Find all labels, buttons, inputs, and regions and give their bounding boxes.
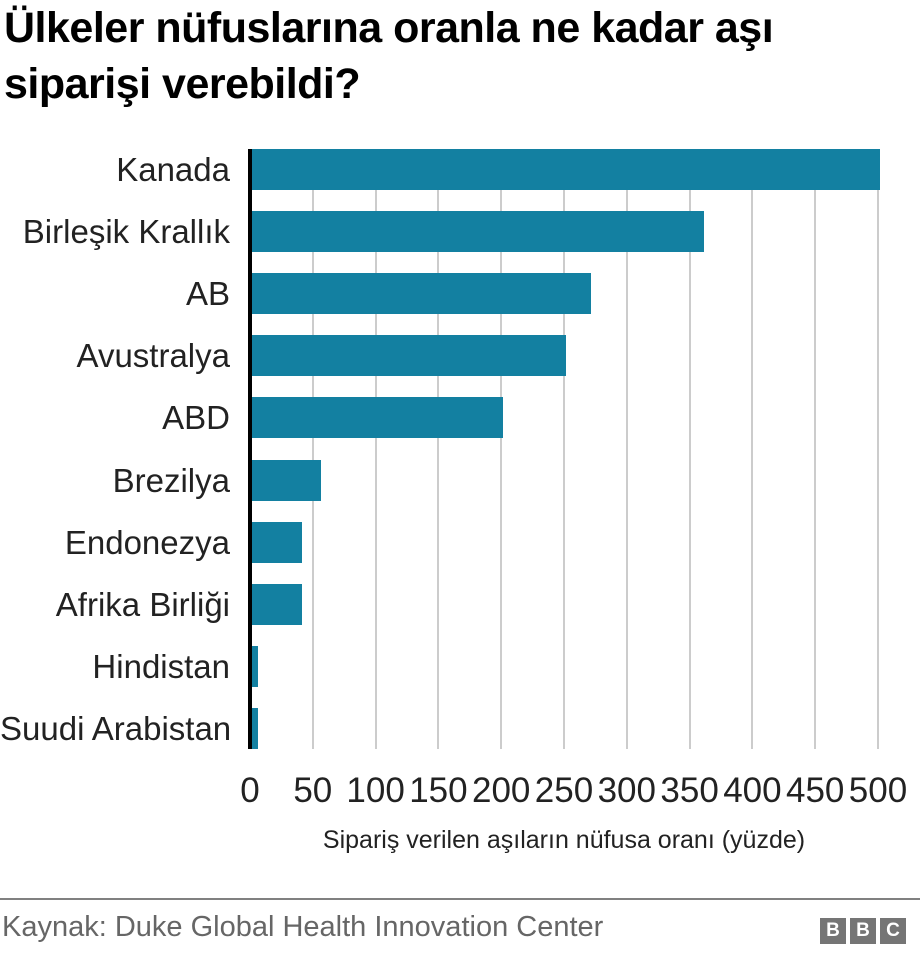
bar [252,645,259,687]
bar-row: Endonezya [0,521,920,563]
bar-track [252,459,920,501]
category-label: AB [185,275,230,313]
gridline [877,149,879,749]
gridline [751,149,754,749]
gridline [500,149,503,749]
bbc-logo-block: B [820,918,846,944]
bar-track [252,397,920,439]
category-label: Endonezya [64,523,230,561]
x-tick-label: 50 [293,771,333,810]
category-label: Brezilya [112,461,230,499]
bar [252,707,259,749]
bbc-logo-block: C [880,918,906,944]
category-label: Suudi Arabistan [0,709,232,747]
category-label: Hindistan [92,647,230,685]
bar [252,211,705,253]
source-attribution: Kaynak: Duke Global Health Innovation Ce… [2,911,604,943]
bar [252,583,303,625]
x-tick-label: 350 [660,771,719,810]
category-label: Birleşik Krallık [22,213,230,251]
bar-track [252,273,920,315]
bar [252,459,322,501]
x-tick-label: 0 [240,771,260,810]
category-label: Kanada [116,151,230,188]
bar [252,273,592,315]
bbc-logo-block: B [850,918,876,944]
x-axis-label: Sipariş verilen aşıların nüfusa oranı (y… [322,826,806,854]
gridline [563,149,565,749]
bar-track [252,583,920,625]
bar-row: Kanada [0,149,920,190]
gridline [625,149,628,749]
x-tick-label: 150 [409,771,468,810]
chart-title: Ülkeler nüfuslarına oranla ne kadar aşı … [4,4,774,108]
gridline [437,149,440,749]
bar-track [252,149,920,190]
bar-rows: Kanada Birleşik Krallık AB Avustralya ABD Bre… [0,149,920,749]
x-tick-label: 400 [723,771,782,810]
plot-area: Kanada Birleşik Krallık AB Avustralya ABD Bre… [0,149,920,749]
x-tick-label: 200 [471,771,531,810]
bar-track [252,521,920,563]
category-label: Afrika Birliği [55,585,230,623]
x-axis-ticks: 0 50 100 150 200 250 300 350 400 450 500 [0,770,920,812]
bar [252,521,303,563]
bar-row: Suudi Arabistan [0,707,920,749]
category-label: ABD [162,399,230,437]
bar [252,397,504,439]
x-tick-label: 250 [534,771,594,810]
bar-row: Avustralya [0,335,920,377]
gridline [688,149,691,749]
bar-row: ABD [0,397,920,439]
bar [252,335,566,377]
bar-row: Afrika Birliği [0,583,920,625]
x-tick-label: 450 [785,771,845,810]
gridline [311,149,314,749]
bar-track [252,335,920,377]
bar-track [252,707,920,749]
y-axis-line [248,149,252,749]
bar-row: Hindistan [0,645,920,687]
footer-divider [0,898,920,900]
gridline [374,149,377,749]
bar-row: Birleşik Krallık [0,211,920,253]
x-tick-label: 300 [597,771,656,810]
bar-track [252,211,920,253]
bar-track [252,645,920,687]
category-label: Avustralya [76,337,230,375]
bar-row: Brezilya [0,459,920,501]
x-tick-label: 500 [848,771,908,810]
bar-row: AB [0,273,920,315]
x-tick-label: 100 [346,771,405,810]
bar [252,149,880,190]
gridline [814,149,817,749]
